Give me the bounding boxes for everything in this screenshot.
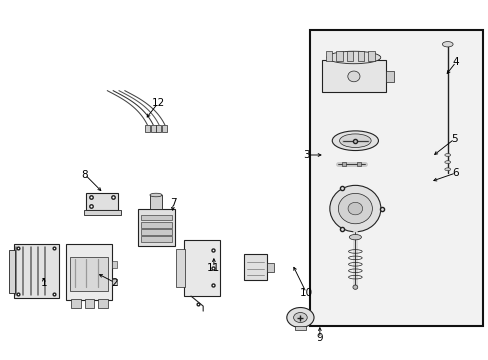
Bar: [14, 244, 59, 298]
Bar: [141, 237, 172, 242]
Bar: [66, 244, 112, 300]
Bar: [322, 60, 385, 93]
Ellipse shape: [329, 185, 380, 232]
Bar: [84, 210, 121, 215]
Ellipse shape: [326, 51, 380, 64]
Bar: [141, 215, 172, 220]
Bar: [137, 208, 175, 246]
Bar: [346, 51, 353, 61]
Bar: [141, 222, 172, 228]
Text: 1: 1: [41, 278, 47, 288]
Bar: [336, 51, 342, 61]
Ellipse shape: [347, 202, 362, 215]
Text: 6: 6: [452, 168, 458, 178]
Text: 4: 4: [452, 57, 458, 67]
Bar: [176, 249, 184, 287]
Bar: [325, 51, 331, 61]
Ellipse shape: [339, 134, 370, 148]
Text: 8: 8: [81, 170, 88, 180]
Bar: [294, 326, 305, 330]
Bar: [368, 51, 374, 61]
Text: 2: 2: [111, 278, 118, 288]
Text: 7: 7: [169, 198, 176, 208]
Ellipse shape: [444, 161, 450, 163]
Ellipse shape: [331, 131, 378, 150]
Bar: [141, 229, 172, 235]
Bar: [156, 125, 161, 132]
Bar: [357, 51, 364, 61]
Text: 5: 5: [450, 134, 457, 144]
Bar: [385, 71, 393, 82]
Bar: [86, 193, 118, 210]
Text: 12: 12: [151, 98, 164, 108]
Bar: [309, 30, 482, 327]
Circle shape: [293, 312, 306, 323]
Bar: [266, 263, 273, 272]
Ellipse shape: [444, 168, 450, 171]
Bar: [162, 125, 167, 132]
Text: 10: 10: [299, 288, 312, 297]
Bar: [244, 254, 266, 280]
Bar: [150, 195, 162, 208]
Bar: [183, 240, 220, 296]
Text: 11: 11: [207, 262, 220, 273]
Bar: [112, 261, 117, 267]
Ellipse shape: [338, 193, 372, 224]
Ellipse shape: [442, 41, 452, 47]
Text: 9: 9: [316, 333, 323, 343]
Ellipse shape: [150, 193, 162, 197]
Bar: [71, 299, 81, 307]
Ellipse shape: [347, 71, 359, 82]
Circle shape: [286, 307, 313, 328]
Ellipse shape: [352, 285, 357, 289]
Bar: [9, 249, 15, 293]
Ellipse shape: [348, 234, 361, 240]
Bar: [84, 299, 94, 307]
Ellipse shape: [444, 154, 450, 157]
Bar: [70, 257, 108, 291]
Bar: [150, 125, 155, 132]
Bar: [98, 299, 108, 307]
Bar: [112, 279, 117, 285]
Text: 3: 3: [303, 150, 309, 160]
Bar: [144, 125, 149, 132]
